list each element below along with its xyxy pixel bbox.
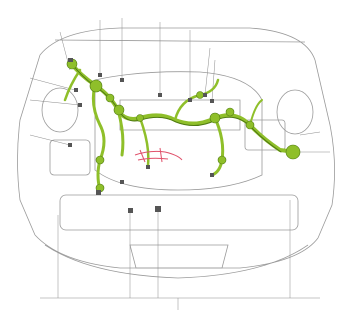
harness-node bbox=[113, 104, 125, 116]
leader-line bbox=[29, 77, 76, 91]
highlight-component bbox=[134, 147, 183, 163]
harness-node bbox=[95, 155, 105, 165]
leader-line bbox=[29, 134, 71, 146]
harness-node bbox=[209, 112, 221, 124]
harness-branch bbox=[138, 116, 150, 167]
connector bbox=[210, 99, 214, 103]
harness-nodes bbox=[66, 58, 301, 193]
connector bbox=[96, 190, 101, 195]
hood-outline bbox=[39, 27, 316, 61]
grille bbox=[129, 244, 229, 269]
connector bbox=[210, 173, 214, 177]
battery-box bbox=[244, 119, 286, 151]
highlight-path bbox=[134, 150, 183, 161]
connector bbox=[68, 143, 72, 147]
connector bbox=[120, 78, 124, 82]
connector bbox=[78, 103, 82, 107]
right-fender bbox=[314, 59, 335, 239]
connector bbox=[74, 88, 78, 92]
harness-node bbox=[225, 107, 235, 117]
highlight-path bbox=[139, 149, 146, 163]
connector bbox=[155, 206, 161, 212]
connector bbox=[203, 93, 207, 97]
harness-node bbox=[285, 144, 301, 160]
air-box bbox=[49, 139, 91, 176]
highlight-path bbox=[137, 157, 169, 161]
radiator-support bbox=[59, 194, 299, 231]
connector bbox=[146, 165, 150, 169]
leader-lines bbox=[29, 18, 330, 310]
strut-tower-left bbox=[41, 87, 79, 133]
leader-line bbox=[299, 131, 321, 136]
connector bbox=[98, 73, 102, 77]
leader-line bbox=[29, 99, 81, 106]
leader-line bbox=[211, 59, 216, 101]
harness-node bbox=[217, 155, 227, 165]
windshield-line bbox=[54, 39, 306, 43]
connector bbox=[128, 208, 133, 213]
harness-branch bbox=[91, 83, 106, 192]
connector bbox=[68, 58, 73, 62]
harness-node bbox=[105, 93, 115, 103]
harness-node bbox=[136, 114, 144, 122]
harness-node bbox=[245, 120, 255, 130]
strut-tower-right bbox=[276, 89, 314, 135]
engine-block-outline bbox=[94, 71, 263, 191]
harness-branch bbox=[63, 68, 82, 102]
leader-line bbox=[204, 47, 211, 96]
harness-node bbox=[196, 91, 204, 99]
connector bbox=[188, 98, 192, 102]
connector bbox=[120, 180, 124, 184]
bumper-lower bbox=[44, 244, 309, 279]
harness-node bbox=[89, 79, 103, 93]
highlight-path bbox=[159, 147, 163, 163]
connectors bbox=[68, 58, 214, 213]
vehicle-outline bbox=[17, 27, 335, 279]
left-fender bbox=[17, 54, 41, 236]
connector bbox=[158, 93, 162, 97]
